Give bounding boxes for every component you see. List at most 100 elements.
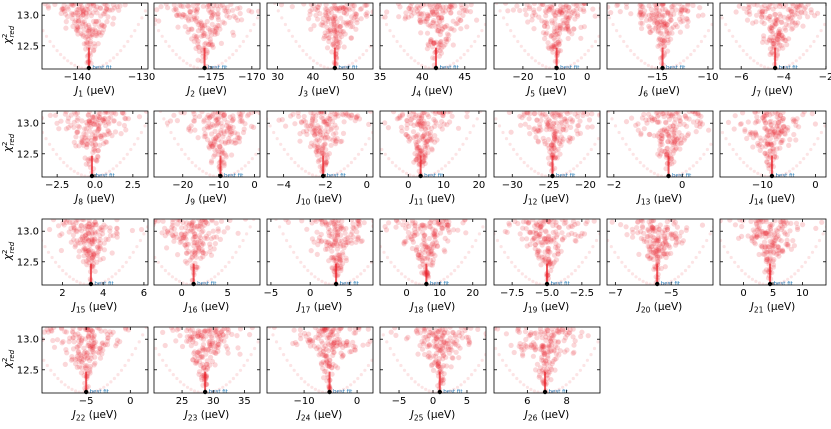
sample-point — [63, 19, 69, 25]
sample-point — [414, 231, 420, 237]
x-tick-label: −10 — [208, 180, 229, 191]
sample-point — [551, 219, 557, 224]
sample-point — [359, 238, 365, 244]
sample-point — [421, 111, 427, 115]
sample-point — [651, 133, 657, 139]
sample-point — [413, 141, 419, 148]
sample-point — [772, 129, 778, 135]
sample-point — [445, 111, 451, 115]
sample-point — [111, 5, 118, 11]
edge-point — [309, 272, 313, 276]
sample-point — [191, 225, 197, 231]
sample-point — [535, 222, 541, 228]
sample-point — [421, 131, 428, 137]
sample-point — [103, 236, 109, 242]
sample-point — [776, 225, 782, 231]
edge-point — [706, 29, 711, 33]
sample-point — [197, 113, 203, 119]
edge-point — [116, 373, 120, 377]
sample-point — [51, 344, 58, 350]
sample-point — [557, 113, 564, 120]
sample-point — [241, 126, 247, 132]
sample-point — [659, 248, 665, 254]
sample-point — [333, 37, 339, 44]
sample-point — [303, 119, 309, 125]
sample-point — [659, 136, 665, 142]
sample-point — [521, 111, 527, 116]
sample-point — [202, 41, 208, 47]
sample-point — [655, 256, 661, 262]
sample-point — [641, 238, 647, 244]
sample-point — [553, 138, 560, 144]
sample-point — [664, 226, 671, 232]
sample-point — [795, 3, 801, 8]
sample-point — [425, 41, 431, 47]
best-fit-marker — [332, 65, 338, 71]
sample-point — [772, 150, 778, 156]
sample-point — [661, 39, 667, 45]
sample-point — [322, 134, 328, 140]
sample-point — [669, 30, 675, 36]
sample-point — [95, 248, 101, 255]
sample-point — [658, 41, 664, 47]
sample-point — [422, 225, 428, 231]
sample-point — [639, 4, 645, 10]
sample-point — [95, 113, 101, 119]
sample-point — [789, 8, 795, 15]
sample-point — [436, 14, 442, 21]
sample-point — [545, 120, 551, 126]
sample-point — [771, 140, 777, 146]
sample-point — [95, 244, 101, 250]
edge-point — [177, 279, 182, 283]
sample-point — [207, 115, 213, 121]
edge-point — [48, 142, 52, 146]
edge-point — [256, 16, 260, 20]
sample-point — [217, 143, 223, 149]
sample-point — [321, 119, 327, 125]
sample-point — [210, 142, 216, 148]
sample-point — [208, 252, 215, 258]
edge-point — [448, 63, 452, 67]
sample-point — [190, 3, 196, 9]
sample-point — [58, 118, 64, 124]
sample-point — [332, 5, 338, 11]
sample-point — [65, 115, 72, 121]
sample-point — [429, 136, 435, 142]
edge-point — [593, 39, 598, 44]
sample-point — [164, 120, 170, 126]
sample-point — [547, 259, 553, 265]
sample-point — [559, 230, 565, 236]
sample-point — [657, 36, 664, 43]
sample-point — [769, 111, 776, 117]
sample-point — [423, 138, 430, 144]
sample-point — [574, 128, 580, 134]
sample-point — [91, 146, 97, 152]
sample-point — [86, 122, 92, 128]
sample-point — [451, 27, 457, 33]
sample-point — [775, 16, 781, 23]
sample-point — [104, 331, 110, 337]
sample-point — [781, 124, 787, 130]
sample-point — [557, 129, 563, 135]
sample-point — [80, 33, 86, 39]
sample-point — [682, 113, 688, 119]
sample-point — [758, 13, 765, 19]
sample-point — [342, 4, 348, 10]
sample-point — [596, 112, 600, 118]
edge-point — [112, 56, 116, 60]
sample-point — [341, 5, 347, 11]
sample-point — [801, 111, 807, 115]
sample-point — [404, 220, 410, 227]
sample-point — [195, 249, 201, 255]
edge-point — [107, 277, 111, 281]
edge-point — [812, 39, 816, 44]
sample-point — [189, 226, 195, 232]
sample-point — [674, 136, 681, 142]
sample-point — [748, 219, 754, 224]
sample-point — [348, 237, 354, 243]
sample-point — [776, 46, 782, 52]
edge-point — [268, 124, 272, 128]
sample-point — [344, 111, 350, 117]
sample-point — [49, 328, 55, 334]
sample-point — [647, 17, 653, 23]
